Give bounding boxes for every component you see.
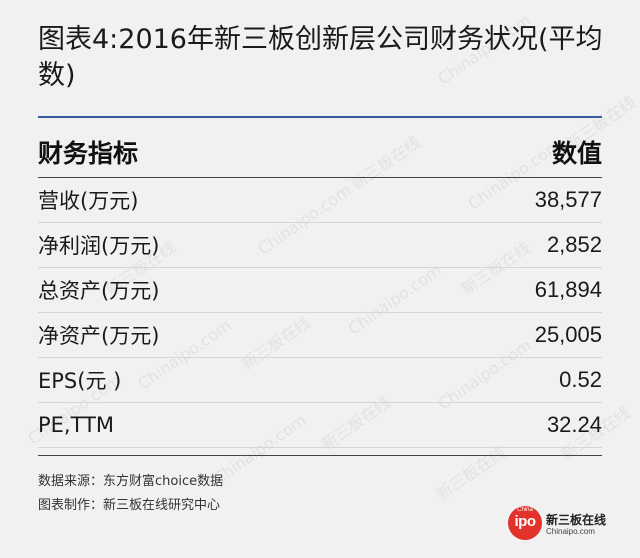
- row-label: 总资产(万元): [38, 279, 160, 303]
- table-row: EPS(元 ) 0.52: [38, 358, 602, 403]
- row-label: PE,TTM: [38, 413, 115, 437]
- row-label: 净资产(万元): [38, 324, 160, 348]
- header-divider: [38, 177, 602, 178]
- row-label: 净利润(万元): [38, 234, 160, 258]
- row-label: 营收(万元): [38, 189, 139, 213]
- table-bottom-divider: [38, 455, 602, 456]
- table-row: PE,TTM 32.24: [38, 403, 602, 448]
- logo-badge-top-text: China: [517, 507, 533, 513]
- row-value: 0.52: [559, 367, 602, 392]
- brand-logo: China ipo 新三板在线 Chinaipo.com: [508, 502, 608, 544]
- header-indicator: 财务指标: [38, 139, 139, 168]
- data-source-note: 数据来源：东方财富choice数据: [38, 474, 224, 489]
- logo-badge-icon: [508, 506, 542, 540]
- chart-maker-note: 图表制作：新三板在线研究中心: [38, 498, 221, 513]
- row-value: 38,577: [534, 187, 602, 212]
- table-row: 总资产(万元) 61,894: [38, 268, 602, 313]
- logo-name: 新三板在线: [546, 513, 607, 527]
- title-divider: [38, 116, 602, 118]
- chart-title: 图表4:2016年新三板创新层公司财务状况(平均数): [38, 24, 603, 91]
- row-label: EPS(元 ): [38, 369, 122, 393]
- table-row: 净利润(万元) 2,852: [38, 223, 602, 268]
- table-row: 净资产(万元) 25,005: [38, 313, 602, 358]
- row-value: 2,852: [546, 232, 602, 257]
- row-value: 25,005: [534, 322, 602, 347]
- row-value: 32.24: [546, 412, 602, 437]
- header-value: 数值: [551, 139, 602, 168]
- row-value: 61,894: [534, 277, 602, 302]
- table-header: 财务指标 数值: [38, 132, 602, 172]
- table-row: 营收(万元) 38,577: [38, 178, 602, 223]
- logo-site: Chinaipo.com: [546, 527, 595, 536]
- watermark-text: 新三板在线: [432, 442, 510, 504]
- logo-badge-main-text: ipo: [514, 513, 537, 530]
- footer-notes: 数据来源：东方财富choice数据 图表制作：新三板在线研究中心: [38, 470, 223, 518]
- table-body: 营收(万元) 38,577 净利润(万元) 2,852 总资产(万元) 61,8…: [38, 178, 602, 448]
